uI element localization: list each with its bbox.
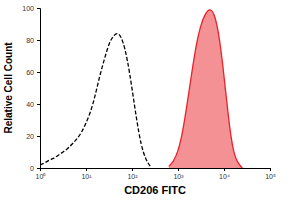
plot-marks: [40, 10, 242, 168]
x-tick: 10⁰: [36, 168, 47, 180]
y-tick: 60: [26, 69, 40, 76]
y-tick-label: 20: [26, 133, 34, 140]
x-tick-mark: [224, 168, 225, 171]
y-axis-line: [37, 9, 41, 169]
y-tick-mark: [37, 136, 40, 137]
y-tick-mark: [37, 104, 40, 105]
x-tick: 10⁴: [219, 168, 230, 180]
y-tick-mark: [37, 8, 40, 9]
x-tick: 10⁵: [265, 168, 276, 180]
y-tick-label: 80: [26, 37, 34, 44]
y-tick-label: 100: [22, 5, 34, 12]
y-axis-title: Relative Cell Count: [3, 42, 14, 134]
y-tick: 40: [26, 101, 40, 108]
x-tick-label: 10⁵: [265, 173, 276, 180]
series-line: [40, 34, 150, 167]
y-tick-label: 0: [30, 165, 34, 172]
x-tick-label: 10¹: [81, 173, 92, 180]
y-tick-mark: [37, 40, 40, 41]
x-tick: 10²: [127, 168, 138, 180]
x-tick-label: 10²: [127, 173, 138, 180]
x-tick: 10³: [173, 168, 184, 180]
x-tick-mark: [178, 168, 179, 171]
y-tick: 20: [26, 133, 40, 140]
y-tick: 0: [30, 165, 40, 172]
x-axis: 10⁰ 10¹ 10² 10³ 10⁴ 10⁵: [36, 168, 276, 180]
y-tick-label: 40: [26, 101, 34, 108]
x-tick-label: 10⁰: [36, 173, 47, 180]
y-tick: 80: [26, 37, 40, 44]
y-tick: 100: [22, 5, 40, 12]
x-tick-mark: [86, 168, 87, 171]
x-tick-mark: [270, 168, 271, 171]
x-tick: 10¹: [81, 168, 92, 180]
x-tick-label: 10³: [173, 173, 184, 180]
x-axis-line: [41, 169, 271, 172]
y-tick-mark: [37, 72, 40, 73]
y-tick-label: 60: [26, 69, 34, 76]
chart: 10⁰ 10¹ 10² 10³ 10⁴ 10⁵ 0 20 40 60 80 100 CD206 FITC…: [0, 0, 300, 200]
x-tick-mark: [132, 168, 133, 171]
y-axis: 0 20 40 60 80 100: [22, 5, 40, 172]
y-tick-mark: [37, 168, 40, 169]
area-fill: [169, 10, 243, 168]
series-line: [169, 10, 243, 168]
x-tick-label: 10⁴: [219, 173, 230, 180]
x-axis-title: CD206 FITC: [124, 184, 186, 196]
